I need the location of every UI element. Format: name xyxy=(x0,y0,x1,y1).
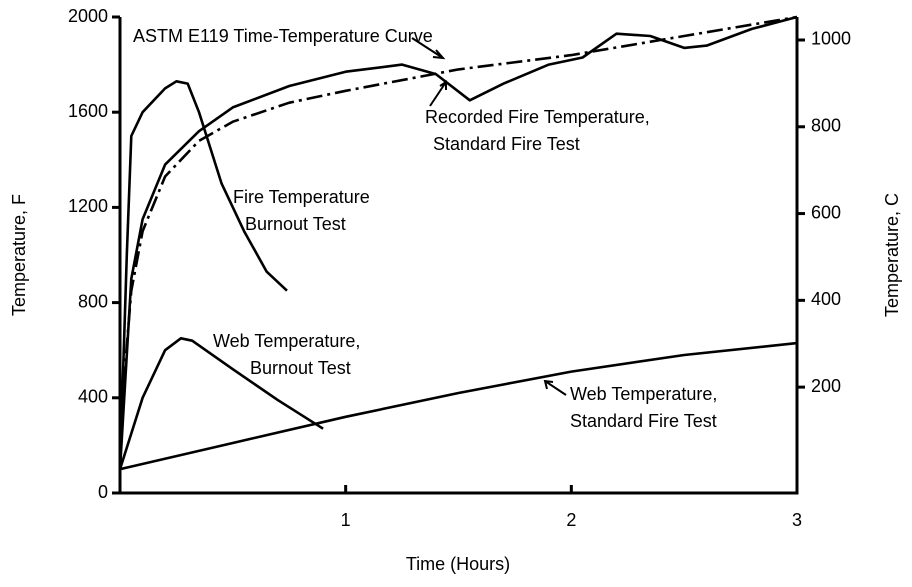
y-tick-label: 1600 xyxy=(68,101,108,121)
series-line xyxy=(118,15,798,470)
series-label: Standard Fire Test xyxy=(570,411,717,431)
series-label: Burnout Test xyxy=(245,214,346,234)
series-label: Standard Fire Test xyxy=(433,134,580,154)
x-tick-label: 2 xyxy=(566,510,576,530)
series-label: Recorded Fire Temperature, xyxy=(425,107,650,127)
y2-tick-label: 800 xyxy=(811,116,841,136)
y2-tick-label: 600 xyxy=(811,202,841,222)
axis-frame xyxy=(118,17,799,495)
series-label: Burnout Test xyxy=(250,358,351,378)
x-tick-label: 1 xyxy=(341,510,351,530)
y2-tick-label: 1000 xyxy=(811,29,851,49)
y-tick-label: 2000 xyxy=(68,6,108,26)
series-line xyxy=(119,341,798,471)
arrow xyxy=(429,80,447,107)
arrow xyxy=(411,37,446,60)
y-axis-label: Temperature, F xyxy=(9,194,29,316)
y-tick-label: 400 xyxy=(78,387,108,407)
y-tick-label: 800 xyxy=(78,291,108,311)
x-tick-label: 3 xyxy=(792,510,802,530)
series-label: Web Temperature, xyxy=(213,331,360,351)
y-tick-label: 1200 xyxy=(68,196,108,216)
series-line xyxy=(118,337,324,470)
y-tick-label: 0 xyxy=(98,482,108,502)
series-label: Fire Temperature xyxy=(233,187,370,207)
y2-tick-label: 200 xyxy=(811,376,841,396)
x-axis-label: Time (Hours) xyxy=(406,554,510,574)
series-label: ASTM E119 Time-Temperature Curve xyxy=(133,26,433,46)
arrow xyxy=(543,379,567,396)
series-label: Web Temperature, xyxy=(570,384,717,404)
y2-axis-label: Temperature, C xyxy=(882,193,902,317)
y2-tick-label: 400 xyxy=(811,289,841,309)
series-line xyxy=(118,80,288,470)
